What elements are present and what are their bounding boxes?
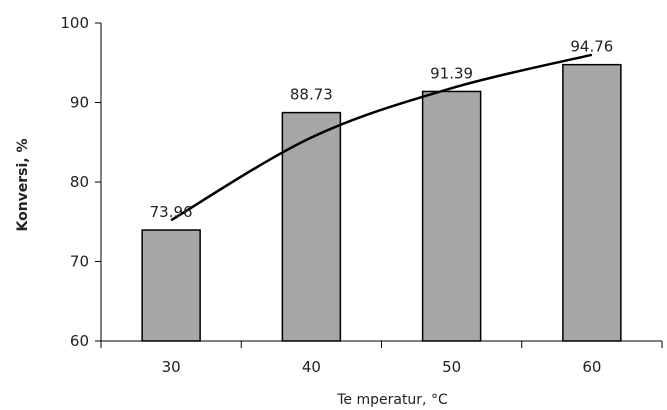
y-tick-label: 60 [70,332,89,350]
data-label-40: 88.73 [290,86,333,104]
trendline [171,55,592,220]
bar-50 [423,91,481,341]
y-tick-label: 70 [70,253,89,271]
x-axis-title: Te mperatur, °C [336,392,448,408]
y-tick-label: 100 [60,14,89,32]
y-tick-label: 90 [70,94,89,112]
data-label-60: 94.76 [570,38,613,56]
y-axis-title: Konversi, % [15,138,31,231]
x-tick-label: 50 [442,358,461,376]
bar-30 [142,230,200,341]
y-axis-ticks: 60 70 80 90 100 [60,14,101,350]
bar-series [142,65,621,341]
y-tick-label: 80 [70,173,89,191]
data-label-50: 91.39 [430,64,473,82]
x-axis-ticks: 30 40 50 60 [101,341,662,376]
x-tick-label: 30 [162,358,181,376]
x-tick-label: 60 [582,358,601,376]
x-tick-label: 40 [302,358,321,376]
bar-60 [563,65,621,341]
data-label-30: 73.96 [150,203,193,221]
